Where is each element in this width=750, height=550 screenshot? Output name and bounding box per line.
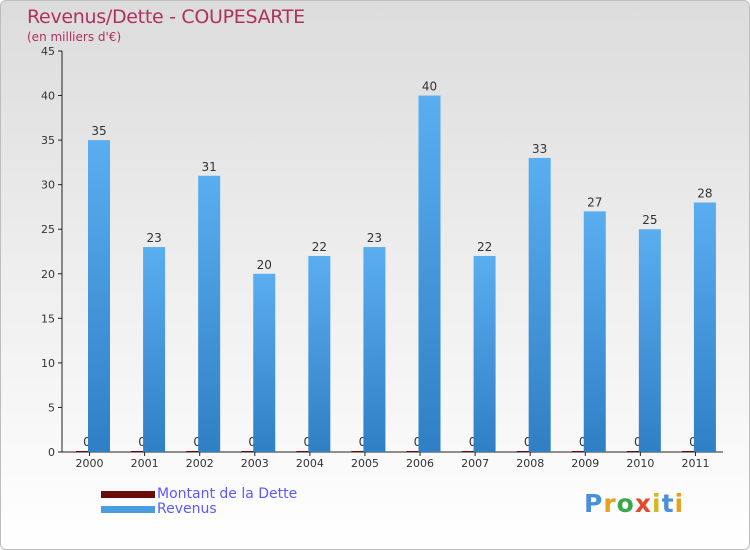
logo-letter: o [617,489,635,518]
x-tick-label: 2011 [681,457,709,470]
x-tick-label: 2000 [76,457,104,470]
bar-chart: 051015202530354045 035023031020022023040… [1,1,750,550]
logo-letter: P [584,489,603,518]
y-tick-label: 0 [48,446,55,459]
bar-revenus [363,247,385,452]
data-label-revenus: 27 [587,195,602,209]
bar-revenus [474,256,496,452]
legend-swatch-dette [101,491,155,498]
y-tick-label: 40 [41,90,55,103]
data-label-revenus: 31 [202,160,217,174]
bar-revenus [308,256,330,452]
bar-revenus [584,211,606,452]
y-tick-label: 5 [48,401,55,414]
x-tick-label: 2004 [296,457,324,470]
legend-label-dette: Montant de la Dette [157,487,297,502]
y-tick-label: 10 [41,357,55,370]
data-label-revenus: 40 [422,80,437,94]
data-label-revenus: 23 [146,231,161,245]
x-tick-label: 2008 [516,457,544,470]
bar-revenus [419,96,441,452]
y-tick-label: 15 [41,312,55,325]
logo-letter: t [662,489,675,518]
data-label-revenus: 25 [642,213,657,227]
bar-revenus [143,247,165,452]
y-tick-label: 35 [41,134,55,147]
y-tick-label: 20 [41,268,55,281]
bar-revenus [88,140,110,452]
data-label-revenus: 22 [312,240,327,254]
data-label-revenus: 20 [257,258,272,272]
data-label-revenus: 22 [477,240,492,254]
logo-letter: i [675,489,685,518]
chart-frame: Revenus/Dette - COUPESARTE (en milliers … [0,0,750,550]
data-label-revenus: 23 [367,231,382,245]
x-tick-label: 2002 [186,457,214,470]
bar-revenus [694,202,716,452]
y-tick-label: 25 [41,223,55,236]
x-tick-label: 2007 [461,457,489,470]
bar-revenus [529,158,551,452]
x-tick-label: 2001 [131,457,159,470]
data-label-revenus: 35 [91,124,106,138]
x-tick-label: 2003 [241,457,269,470]
y-tick-label: 30 [41,179,55,192]
x-tick-label: 2005 [351,457,379,470]
bar-revenus [253,274,275,452]
x-tick-label: 2009 [571,457,599,470]
data-label-revenus: 28 [697,186,712,200]
proxiti-logo: Proxiti [584,489,684,518]
legend-swatch-revenus [101,506,155,513]
logo-letter: r [603,489,616,518]
x-tick-label: 2010 [626,457,654,470]
legend-label-revenus: Revenus [157,502,217,517]
bar-revenus [639,229,661,452]
data-label-revenus: 33 [532,142,547,156]
logo-letter: x [635,489,652,518]
logo-letter: i [652,489,662,518]
x-tick-label: 2006 [406,457,434,470]
y-tick-label: 45 [41,45,55,58]
bar-revenus [198,176,220,452]
